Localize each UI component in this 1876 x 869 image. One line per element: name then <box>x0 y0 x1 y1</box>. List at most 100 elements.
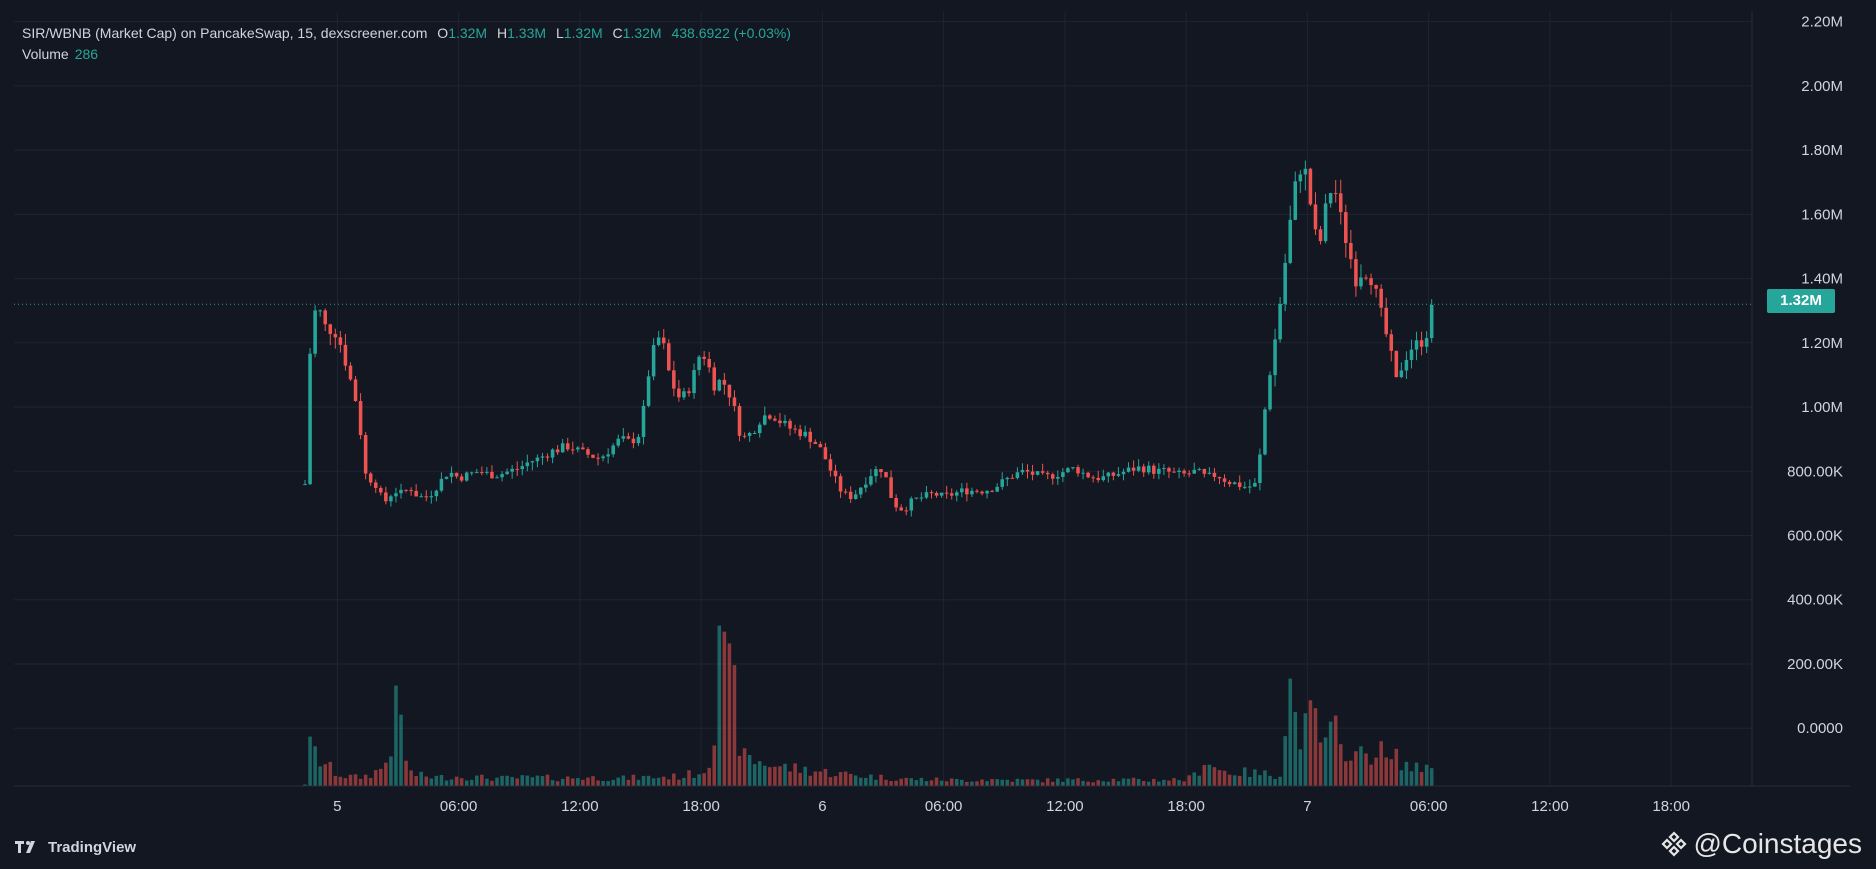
candle-body <box>313 310 317 354</box>
time-axis: 5 06:00 12:00 18:00 6 06:00 12:00 18:00 7 06:00 12… <box>333 798 1690 815</box>
volume-bar <box>707 767 711 786</box>
volume-bar <box>379 768 383 786</box>
candle-body <box>641 405 646 437</box>
volume-bar <box>1258 775 1262 786</box>
volume-bar <box>611 779 615 786</box>
candle-body <box>469 472 474 474</box>
candle-body <box>692 370 696 394</box>
volume-bar <box>677 779 681 786</box>
candle-body <box>874 469 878 477</box>
volume-bar <box>1182 781 1186 786</box>
chart-grid <box>14 12 1752 786</box>
volume-bar <box>823 768 828 786</box>
candle-body <box>944 492 949 494</box>
candle-body <box>682 391 686 398</box>
volume-bar <box>879 774 883 786</box>
open-label: O <box>437 25 449 41</box>
volume-bar <box>318 766 322 786</box>
volume-bar <box>419 771 423 786</box>
candle-body <box>1025 469 1030 472</box>
watermark-label: @Coinstages <box>1693 828 1862 859</box>
candle-body <box>439 478 444 491</box>
candle-body <box>1101 476 1106 481</box>
volume-bar <box>813 771 818 786</box>
time-tick-label: 12:00 <box>1046 798 1084 815</box>
volume-series <box>303 625 1434 786</box>
candle-body <box>1192 469 1196 474</box>
volume-bar <box>1404 761 1409 786</box>
volume-bar <box>1344 761 1348 786</box>
candle-body <box>1253 482 1257 487</box>
volume-bar <box>722 631 727 786</box>
volume-bar <box>783 763 787 786</box>
volume-bar <box>919 777 924 786</box>
candle-body <box>480 472 484 474</box>
volume-label: Volume <box>22 46 69 62</box>
volume-bar <box>1101 781 1106 786</box>
volume-bar <box>1414 762 1419 786</box>
candle-body <box>1071 467 1075 469</box>
candle-body <box>1268 375 1272 410</box>
volume-bar <box>712 745 717 786</box>
candle-body <box>419 496 423 498</box>
candle-body <box>1283 262 1287 304</box>
watermark: @Coinstages <box>1661 826 1862 862</box>
volume-bar <box>525 775 530 786</box>
candle-body <box>914 497 919 499</box>
candle-body <box>363 435 368 474</box>
volume-bar <box>308 736 312 786</box>
candle-body <box>788 420 792 429</box>
volume-bar <box>944 781 949 786</box>
volume-bar <box>444 780 449 786</box>
candle-body <box>308 353 312 485</box>
candle-body <box>793 428 797 430</box>
volume-bar <box>773 766 777 786</box>
volume-bar <box>752 764 757 786</box>
candle-body <box>899 507 903 511</box>
candle-body <box>394 493 398 497</box>
candle-body <box>429 496 434 498</box>
volume-bar <box>843 771 848 786</box>
volume-bar <box>1364 753 1368 786</box>
candle-body <box>1227 481 1232 485</box>
candle-body <box>768 415 772 419</box>
tradingview-brand[interactable]: TradingView <box>14 834 136 860</box>
volume-bar <box>1217 770 1222 786</box>
volume-bar <box>1010 781 1015 786</box>
volume-bar <box>1338 744 1343 786</box>
volume-bar <box>975 781 979 786</box>
close-value: 1.32M <box>622 25 662 41</box>
candle-body <box>318 310 322 312</box>
volume-bar <box>808 775 813 786</box>
volume-bar <box>1121 778 1126 786</box>
volume-bar <box>373 770 378 786</box>
volume-bar <box>1116 781 1121 786</box>
volume-bar <box>833 776 838 786</box>
change-value: 438.6922 (+0.03%) <box>671 25 791 41</box>
candle-body <box>646 376 651 406</box>
candle-body <box>368 473 373 483</box>
volume-bar <box>894 780 898 786</box>
candle-body <box>1146 465 1151 473</box>
tradingview-logo-icon <box>15 841 35 853</box>
volume-bar <box>661 776 666 786</box>
candle-body <box>1116 474 1121 476</box>
volume-bar <box>838 772 843 786</box>
volume-bar <box>899 778 903 786</box>
volume-bar <box>1035 779 1040 786</box>
volume-bar <box>980 779 984 786</box>
candle-body <box>606 454 610 457</box>
price-axis: 2.20M 2.00M 1.80M 1.60M 1.40M 1.20M 1.00M 800.0… <box>1787 14 1843 738</box>
candle-body <box>742 435 747 437</box>
candle-body <box>1278 303 1282 340</box>
candle-body <box>1187 473 1191 475</box>
candle-body <box>616 438 621 446</box>
volume-bar <box>1025 779 1030 786</box>
high-value: 1.33M <box>507 25 547 41</box>
candle-body <box>939 492 944 496</box>
volume-bar <box>1399 770 1404 786</box>
candle-body <box>631 438 636 444</box>
volume-bar <box>485 778 489 786</box>
candle-body <box>1399 370 1404 378</box>
